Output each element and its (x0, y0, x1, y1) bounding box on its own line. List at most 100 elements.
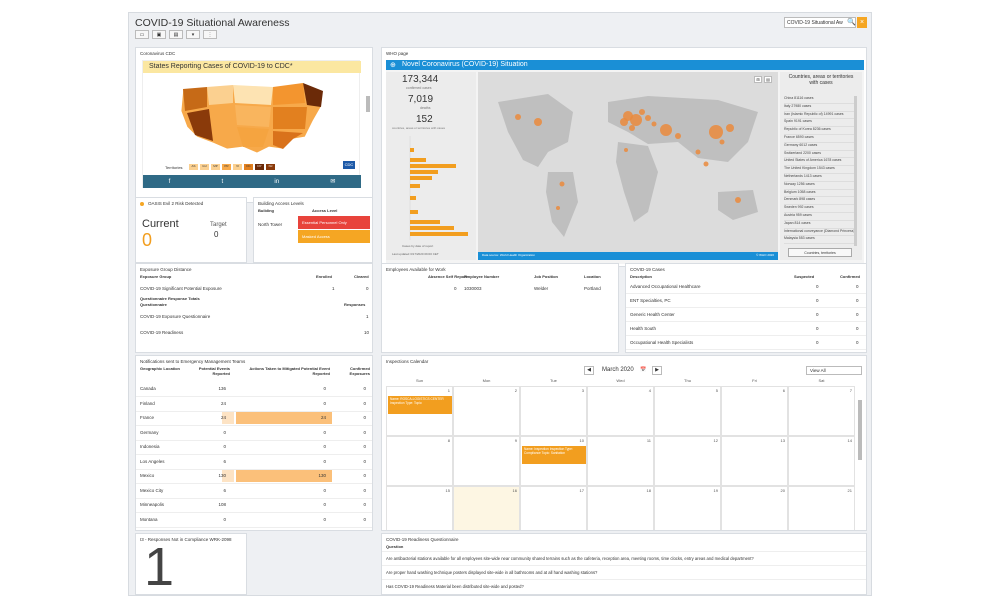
territory-chip[interactable]: GU (200, 164, 209, 170)
save-button[interactable]: ▣ (152, 30, 166, 39)
calendar-day[interactable]: 2 (453, 386, 520, 436)
scrollbar[interactable] (854, 96, 857, 246)
col-job-position: Job Position (534, 274, 558, 279)
calendar-day[interactable]: 21 (788, 486, 855, 530)
more-button[interactable]: ⋮ (203, 30, 217, 39)
country-item[interactable]: Republic of Korea 8236 cases (784, 127, 856, 135)
access-level-red[interactable]: Essential Personnel Only (298, 216, 370, 229)
employee-absence: 0 (454, 286, 457, 291)
country-item[interactable]: China 81116 cases (784, 96, 856, 104)
prev-month-button[interactable]: ◀ (584, 366, 594, 375)
calendar-day[interactable]: 18 (587, 486, 654, 530)
notif-confirmed: 0 (363, 458, 366, 464)
close-button[interactable]: × (857, 17, 867, 28)
calendar-day[interactable]: 13 (721, 436, 788, 486)
risk-panel: OASIS Evil 2 Risk Detected Current 0 Tar… (135, 197, 247, 263)
calendar-day[interactable]: 9 (453, 436, 520, 486)
notif-actions: 0 (323, 429, 326, 435)
calendar-day[interactable]: 15 (386, 486, 453, 530)
country-item[interactable]: France 6590 cases (784, 135, 856, 143)
calendar-day[interactable]: 4 (587, 386, 654, 436)
calendar-day[interactable]: 16 (453, 486, 520, 530)
day-number: 7 (849, 388, 852, 393)
world-map[interactable]: ⊞ ▤ (478, 72, 778, 252)
day-number: 13 (780, 438, 785, 443)
who-logo-icon: ⊕ (390, 62, 396, 69)
next-month-button[interactable]: ▶ (652, 366, 662, 375)
notif-location: Minneapolis (140, 502, 165, 507)
calendar-event[interactable]: Name: ROSCA-LOGISTICS CENTER Inspection … (388, 396, 452, 414)
calendar-event[interactable]: Name: Inspection Inspection Type: Compli… (522, 446, 586, 464)
calendar-icon[interactable]: 📅 (640, 367, 647, 373)
scrollbar[interactable] (858, 400, 862, 460)
territory-chip[interactable]: AS (189, 164, 198, 170)
day-number: 14 (847, 438, 852, 443)
page-title: COVID-19 Situational Awareness (135, 17, 290, 29)
search-input[interactable]: COVID-19 Situational Aw (784, 17, 856, 28)
calendar-day[interactable]: 8 (386, 436, 453, 486)
view-select[interactable]: View All (806, 366, 862, 375)
country-item[interactable]: The United Kingdom 1543 cases (784, 166, 856, 174)
facebook-icon[interactable]: f (168, 178, 171, 185)
country-item[interactable]: Netherlands 1413 cases (784, 174, 856, 182)
country-item[interactable]: Belgium 1058 cases (784, 190, 856, 198)
country-item[interactable]: Sweden 992 cases (784, 205, 856, 213)
twitter-icon[interactable]: t (221, 178, 224, 185)
country-item[interactable]: Iran (Islamic Republic of) 14991 cases (784, 112, 856, 120)
us-map[interactable] (173, 77, 333, 157)
map-zoom-in-button[interactable]: ⊞ (754, 76, 762, 83)
scrollbar[interactable] (366, 96, 370, 112)
calendar-day[interactable]: 14 (788, 436, 855, 486)
calendar-day[interactable]: 20 (721, 486, 788, 530)
notif-confirmed: 0 (363, 516, 366, 522)
world-map-svg (498, 94, 758, 237)
row-divider (136, 497, 372, 499)
country-item[interactable]: Germany 6012 cases (784, 143, 856, 151)
territory-chip[interactable]: MP (211, 164, 220, 170)
exposure-row-name: COVID-19 Significant Potential Exposure (140, 286, 222, 291)
calendar-day[interactable]: 17 (520, 486, 587, 530)
calendar-day[interactable]: 12 (654, 436, 721, 486)
country-item[interactable]: Japan 814 cases (784, 221, 856, 229)
notif-location: Montana (140, 516, 158, 522)
country-item[interactable]: International conveyance (Diamond Prince… (784, 229, 856, 237)
territory-chip[interactable]: VI (233, 164, 242, 170)
map-menu-button[interactable]: ▤ (764, 76, 772, 83)
territory-chip[interactable]: NJ (266, 164, 275, 170)
search-icon[interactable]: 🔍 (847, 19, 856, 26)
linkedin-icon[interactable]: in (274, 178, 280, 185)
day-number: 18 (646, 488, 651, 493)
country-item[interactable]: Norway 1256 cases (784, 182, 856, 190)
calendar-day[interactable]: 19 (654, 486, 721, 530)
comment-button[interactable]: ▭ (135, 30, 149, 39)
email-icon[interactable]: ✉ (330, 179, 336, 185)
col-building: Building (258, 208, 274, 213)
cases-by-date-chart[interactable] (392, 136, 472, 242)
employee-number[interactable]: 1030003 (464, 286, 482, 291)
countries-button[interactable]: Countries, territories (788, 248, 852, 257)
country-item[interactable]: Malaysia 553 cases (784, 236, 856, 245)
who-panel: WHO page Novel Coronavirus (COVID-19) Si… (381, 47, 867, 267)
access-level-orange[interactable]: Masked Access (298, 230, 370, 243)
filter-button[interactable]: ▾ (186, 30, 200, 39)
employee-location: Portland (584, 286, 601, 291)
calendar-day[interactable]: 6 (721, 386, 788, 436)
calendar-day[interactable]: 5 (654, 386, 721, 436)
territory-chip[interactable]: NY (255, 164, 264, 170)
country-item[interactable]: Switzerland 2200 cases (784, 151, 856, 159)
country-item[interactable]: Denmark 898 cases (784, 197, 856, 206)
calendar-day[interactable]: 3 (520, 386, 587, 436)
territory-chip[interactable]: PR (222, 164, 231, 170)
calendar-day[interactable]: 7 (788, 386, 855, 436)
country-item[interactable]: Spain 9191 cases (784, 119, 856, 128)
confirmed-value: 173,344 (402, 74, 439, 85)
country-item[interactable]: Italy 27980 cases (784, 104, 856, 112)
territory-chip[interactable]: DC (244, 164, 253, 170)
country-item[interactable]: Austria 959 cases (784, 213, 856, 221)
calendar-day[interactable]: 11 (587, 436, 654, 486)
country-item[interactable]: United States of America 1678 cases (784, 158, 856, 167)
col-enrolled: Enrolled (316, 274, 333, 279)
delete-button[interactable]: ▤ (169, 30, 183, 39)
panel-title: Inspections Calendar (386, 359, 429, 364)
who-embed: Novel Coronavirus (COVID-19) Situation ⊕… (386, 60, 864, 264)
